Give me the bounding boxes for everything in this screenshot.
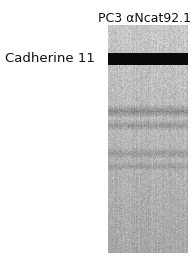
Text: PC3 αNcat92.1: PC3 αNcat92.1 <box>98 12 191 25</box>
Text: Cadherine 11: Cadherine 11 <box>5 52 95 66</box>
Bar <box>108 53 188 65</box>
